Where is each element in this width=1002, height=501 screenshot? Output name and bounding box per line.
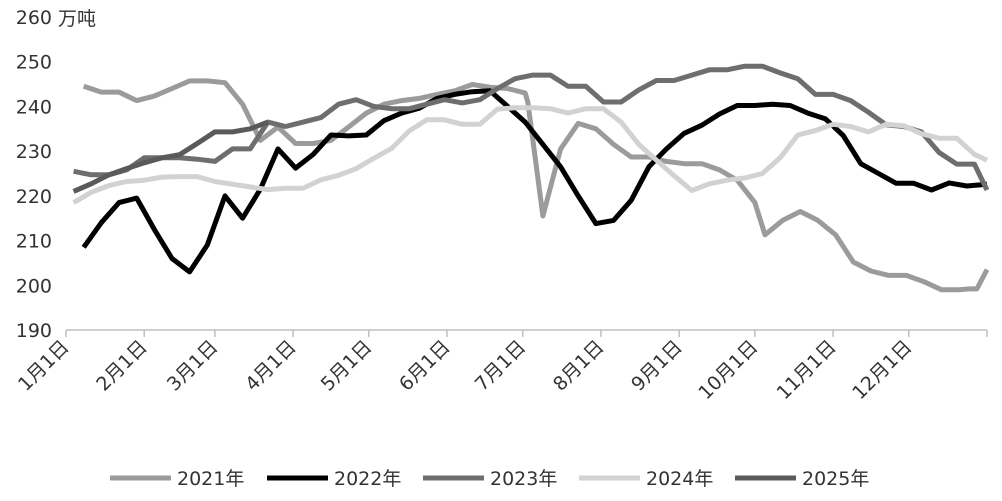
x-tick-label: 2月1日 [92,336,152,396]
x-tick-label: 11月1日 [773,336,841,404]
series-line-2022年 [81,88,988,275]
legend-label: 2025年 [802,468,869,490]
legend-label: 2022年 [334,468,401,490]
x-tick-label: 3月1日 [163,336,223,396]
series-line-2023年 [73,63,990,192]
y-tick-label: 220 [16,186,52,208]
y-tick-label: 200 [16,275,52,297]
legend-label: 2021年 [177,468,244,490]
x-axis-ticks [65,330,988,337]
x-tick-label: 6月1日 [395,336,455,396]
series-line-2025年 [72,119,269,194]
y-tick-label: 260 [16,7,52,29]
x-tick-label: 10月1日 [694,336,762,404]
x-tick-label: 9月1日 [627,336,687,396]
x-tick-label: 5月1日 [317,336,377,396]
series-lines [72,63,990,293]
legend-label: 2024年 [646,468,713,490]
x-tick-label: 12月1日 [848,336,916,404]
legend-label: 2023年 [490,468,557,490]
y-tick-label: 230 [16,141,52,163]
x-tick-label: 1月1日 [14,336,74,396]
x-tick-label: 4月1日 [241,336,301,396]
y-tick-label: 250 [16,52,52,74]
x-tick-label: 8月1日 [549,336,609,396]
series-line-2021年 [82,78,990,293]
x-axis-labels: 1月1日 2月1日 3月1日 4月1日 5月1日 6月1日 7月1日 8月1日 9月1日 10月1… [14,336,916,404]
series-line-2024年 [72,105,989,205]
x-tick-label: 7月1日 [471,336,531,396]
y-tick-label: 240 [16,96,52,118]
y-axis-ticks: 190 200 210 220 230 240 250 260 [16,7,52,342]
y-axis-unit: 万吨 [58,8,96,30]
y-tick-label: 190 [16,320,52,342]
y-tick-label: 210 [16,231,52,253]
legend: 2021年 2022年 2023年 2024年 2025年 [110,468,869,490]
